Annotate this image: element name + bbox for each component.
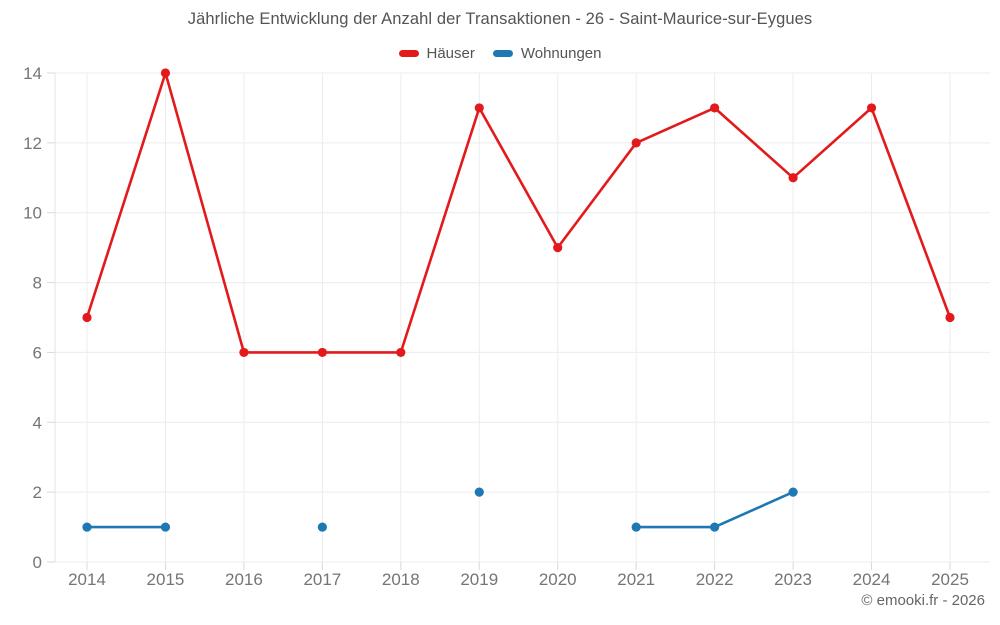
data-point-wohnungen[interactable] (710, 522, 720, 532)
data-point-wohnungen[interactable] (160, 522, 171, 532)
y-tick-label: 6 (33, 343, 42, 362)
data-point-wohnungen[interactable] (631, 522, 641, 532)
x-tick-label: 2020 (539, 570, 577, 589)
x-tick-label: 2016 (225, 570, 263, 589)
x-tick-label: 2023 (774, 570, 812, 589)
data-point-wohnungen[interactable] (317, 522, 327, 532)
data-point-wohnungen[interactable] (788, 487, 798, 497)
legend-label-wohnungen: Wohnungen (520, 45, 602, 62)
data-point-häuser[interactable] (945, 312, 955, 323)
x-tick-label: 2015 (147, 570, 185, 589)
data-point-häuser[interactable] (474, 103, 484, 113)
x-tick-label: 2021 (617, 570, 655, 589)
x-tick-label: 2024 (853, 570, 891, 589)
x-tick-label: 2017 (303, 570, 341, 589)
y-tick-label: 10 (23, 204, 42, 223)
x-tick-label: 2025 (931, 570, 969, 589)
legend-marker-haeuser-icon (398, 50, 419, 57)
legend-item-haeuser[interactable]: Häuser (398, 45, 475, 62)
y-tick-label: 8 (33, 274, 42, 293)
legend-label-haeuser: Häuser (426, 45, 475, 62)
x-tick-label: 2019 (460, 570, 498, 589)
x-tick-label: 2014 (68, 570, 106, 589)
x-tick-label: 2018 (382, 570, 420, 589)
y-tick-label: 4 (33, 413, 42, 432)
legend: Häuser Wohnungen (0, 45, 1000, 62)
y-tick-label: 2 (33, 483, 42, 502)
chart-title: Jährliche Entwicklung der Anzahl der Tra… (187, 10, 813, 28)
data-point-häuser[interactable] (866, 103, 877, 113)
data-point-häuser[interactable] (160, 68, 171, 78)
data-point-wohnungen[interactable] (474, 487, 484, 497)
data-point-wohnungen[interactable] (82, 522, 92, 532)
y-tick-label: 14 (23, 64, 42, 83)
legend-item-wohnungen[interactable]: Wohnungen (492, 45, 602, 62)
data-point-häuser[interactable] (82, 312, 92, 323)
data-point-häuser[interactable] (396, 347, 406, 358)
y-tick-label: 12 (23, 134, 42, 153)
data-point-häuser[interactable] (788, 173, 798, 183)
y-tick-label: 0 (33, 553, 42, 572)
data-point-häuser[interactable] (631, 138, 641, 148)
copyright-text: © emooki.fr - 2026 (861, 592, 985, 609)
data-point-häuser[interactable] (239, 347, 249, 358)
data-point-häuser[interactable] (317, 347, 327, 358)
data-point-häuser[interactable] (710, 103, 720, 113)
series-line-häuser (85, 71, 952, 354)
legend-marker-wohnungen-icon (492, 50, 513, 57)
data-point-häuser[interactable] (553, 243, 563, 253)
x-tick-label: 2022 (696, 570, 734, 589)
